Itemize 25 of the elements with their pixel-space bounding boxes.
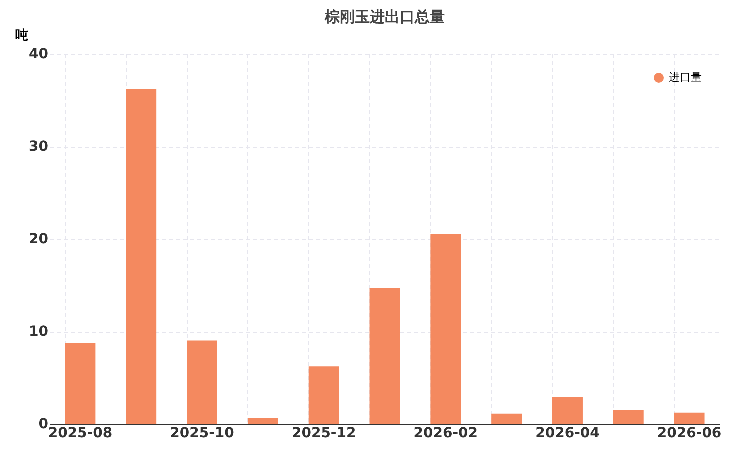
- x-tick-label: 2025-12: [292, 426, 356, 442]
- x-tick-label: 2025-08: [48, 426, 113, 442]
- bar: [552, 397, 583, 424]
- y-tick-label: 0: [38, 416, 49, 432]
- chart-title: 棕刚玉进出口总量: [324, 8, 445, 26]
- bar: [248, 418, 278, 424]
- bar: [187, 340, 218, 424]
- legend-label: 进口量: [669, 71, 702, 84]
- bar: [430, 234, 462, 424]
- bar: [370, 288, 400, 424]
- bar: [308, 366, 340, 424]
- bar: [492, 414, 522, 424]
- y-tick-label: 20: [29, 232, 49, 248]
- bar: [674, 412, 705, 424]
- x-tick-label: 2026-04: [536, 426, 600, 442]
- bar: [613, 410, 644, 424]
- x-tick-label: 2026-02: [414, 426, 478, 442]
- x-tick-label: 2026-06: [657, 426, 722, 442]
- y-tick-label: 30: [29, 139, 49, 155]
- bar: [126, 89, 157, 424]
- y-tick-label: 40: [29, 46, 49, 62]
- bar: [65, 344, 96, 424]
- x-tick-label: 2025-10: [170, 426, 235, 442]
- y-axis-title: 吨: [16, 28, 28, 44]
- y-tick-label: 10: [29, 324, 49, 340]
